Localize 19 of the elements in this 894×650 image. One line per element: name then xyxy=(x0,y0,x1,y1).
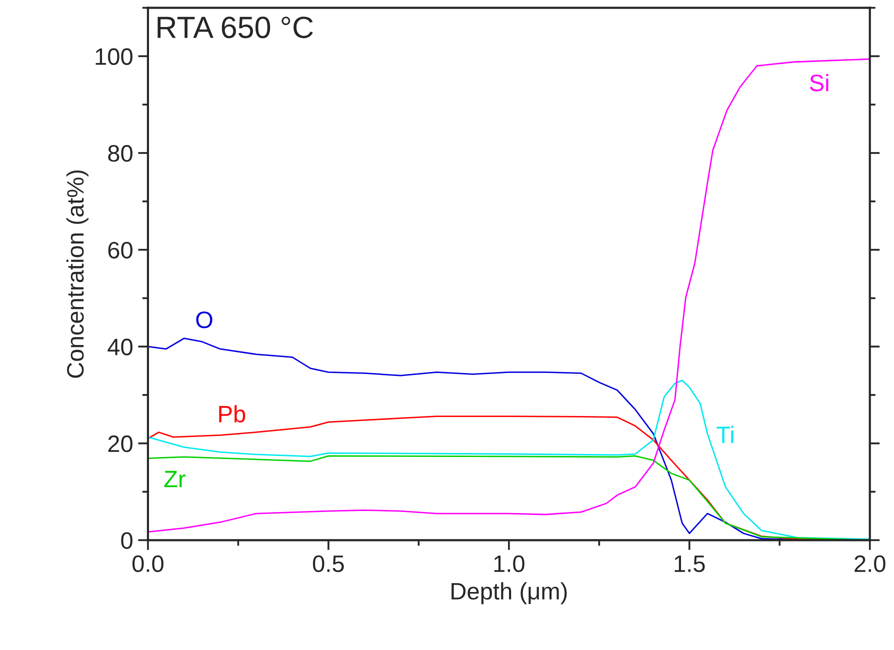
annotation: RTA 650 °C xyxy=(158,16,313,38)
series-label: Pb xyxy=(219,405,246,422)
y-tick-label: 20 xyxy=(108,435,132,452)
x-tick-label: 1.0 xyxy=(494,555,524,572)
y-tick-label: 100 xyxy=(96,48,132,65)
series-label: Ti xyxy=(716,426,734,443)
y-tick-label: 40 xyxy=(108,338,132,356)
x-tick-label: 2.0 xyxy=(854,555,886,572)
series-label: Si xyxy=(810,74,828,92)
series-label: Zr xyxy=(164,470,186,488)
y-tick-label: 60 xyxy=(108,242,132,259)
y-tick-label: 80 xyxy=(108,145,132,162)
x-tick-label: 0.0 xyxy=(132,555,164,572)
x-axis-title: Depth (μm) xyxy=(452,582,567,604)
y-tick-label: 0 xyxy=(121,532,132,549)
y-axis-title: Concentration (at%) xyxy=(66,170,88,378)
x-tick-label: 1.5 xyxy=(674,556,705,572)
series-label: O xyxy=(196,312,212,328)
x-tick-label: 0.5 xyxy=(312,555,344,572)
